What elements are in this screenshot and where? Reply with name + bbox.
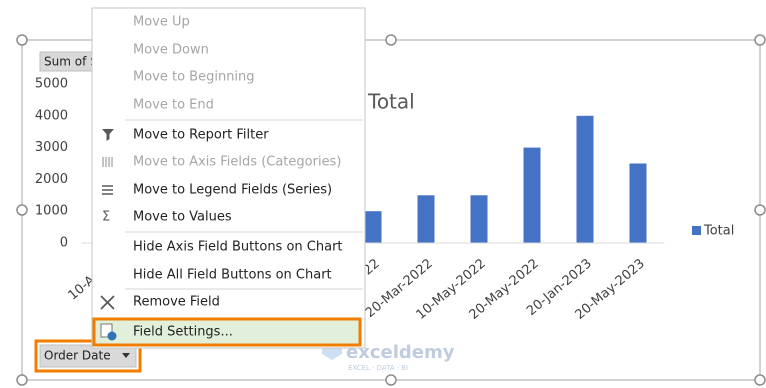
menu-item: Move to End — [133, 98, 214, 113]
bar — [470, 195, 488, 243]
legend-label: Total — [703, 224, 734, 239]
menu-item: Move to Beginning — [133, 70, 255, 85]
y-tick-label: 0 — [60, 236, 68, 251]
y-tick-label: 2000 — [35, 172, 68, 187]
axis-icon — [102, 157, 113, 167]
legend-swatch — [692, 226, 701, 235]
menu-items: Move Up Move Down Move to Beginning Move to… — [92, 15, 362, 347]
menu-item[interactable]: Field Settings... — [133, 325, 233, 340]
resize-handles[interactable] — [16, 34, 766, 386]
menu-item[interactable]: Remove Field — [133, 295, 220, 310]
menu-item[interactable]: Move to Values — [133, 210, 232, 225]
filter-icon — [102, 129, 114, 141]
handle[interactable] — [385, 374, 397, 386]
menu-panel — [91, 7, 366, 349]
axis-field-button-label[interactable]: Order Date — [44, 349, 111, 363]
handle[interactable] — [385, 34, 397, 46]
handle[interactable] — [754, 34, 766, 46]
value-field-button-label[interactable]: Sum of S — [44, 55, 98, 69]
menu-item: Move to Axis Fields (Categories) — [133, 155, 341, 170]
menu-item-highlight — [92, 317, 362, 347]
menu-item[interactable]: Hide All Field Buttons on Chart — [133, 268, 332, 283]
bar — [629, 163, 647, 243]
menu-item: Move Down — [133, 43, 209, 58]
legend-icon — [102, 185, 113, 195]
settings-icon — [100, 323, 117, 341]
y-tick-label: 1000 — [35, 204, 68, 219]
watermark-tagline: EXCEL · DATA · BI — [348, 364, 408, 372]
bar — [523, 147, 541, 243]
bar — [417, 195, 435, 243]
menu-item[interactable]: Move to Report Filter — [133, 128, 269, 143]
dropdown-arrow[interactable] — [122, 353, 130, 358]
handle[interactable] — [16, 374, 28, 386]
icon-info — [107, 331, 117, 341]
menu-separators — [125, 119, 363, 290]
y-tick-label: 5000 — [35, 77, 68, 92]
menu-icons: Σ — [100, 129, 115, 310]
y-tick-label: 4000 — [35, 108, 68, 123]
y-tick-label: 3000 — [35, 140, 68, 155]
menu-item: Move Up — [133, 15, 190, 30]
handle[interactable] — [16, 34, 28, 46]
handle[interactable] — [754, 374, 766, 386]
context-menu: Move Up Move Down Move to Beginning Move to… — [91, 7, 366, 349]
watermark-name: exceldemy — [346, 342, 455, 363]
menu-item[interactable]: Move to Legend Fields (Series) — [133, 183, 332, 198]
highlight-box — [34, 339, 142, 373]
handle[interactable] — [754, 204, 766, 216]
menu-item[interactable]: Hide Axis Field Buttons on Chart — [133, 240, 343, 255]
remove-icon — [100, 295, 115, 310]
axis-field-button[interactable] — [39, 344, 137, 368]
handle[interactable] — [16, 204, 28, 216]
chart-title: Total — [367, 90, 415, 114]
bar — [576, 115, 594, 243]
bar — [364, 211, 382, 243]
sigma-icon: Σ — [102, 210, 110, 225]
icon-sheet — [100, 323, 113, 338]
